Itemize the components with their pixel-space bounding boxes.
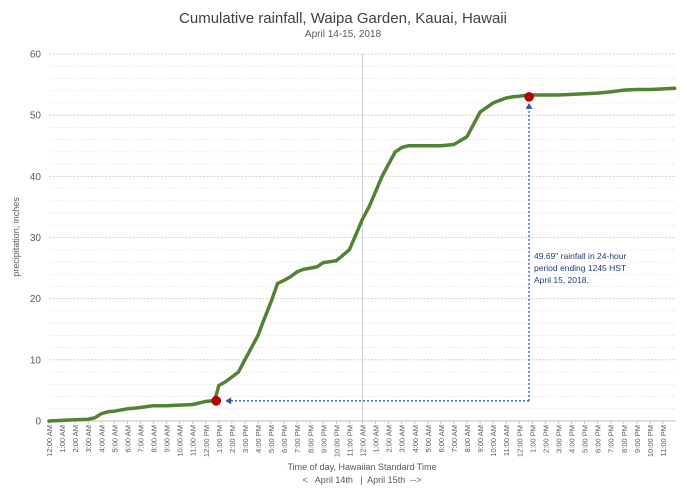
data-point-marker	[211, 396, 221, 406]
x-tick-label: 4:00 PM	[568, 425, 577, 453]
x-tick-label: 7:00 PM	[293, 425, 302, 453]
y-tick-labels: 0 10 20 30 40 50 60	[30, 50, 42, 428]
x-tick-label: 12:00 AM	[45, 425, 54, 457]
x-tick-label: 10:00 AM	[176, 425, 185, 457]
x-tick-label: 3:00 PM	[241, 425, 250, 453]
x-tick-labels: 12:00 AM 1:00 AM 2:00 AM 3:00 AM 4:00 AM 5:00…	[45, 421, 668, 457]
x-tick-label: 1:00 AM	[372, 425, 381, 453]
y-tick-label: 30	[30, 233, 42, 244]
x-tick-label: 9:00 PM	[633, 425, 642, 453]
x-tick-label: 10:00 AM	[489, 425, 498, 457]
x-tick-label: 1:00 PM	[215, 425, 224, 453]
gridlines	[49, 53, 676, 421]
annotation-line-2: period ending 1245 HST	[534, 263, 626, 273]
x-tick-label: 12:00 PM	[202, 425, 211, 457]
data-point-marker	[524, 92, 534, 102]
x-tick-label: 1:00 PM	[528, 425, 537, 453]
x-tick-label: 6:00 PM	[280, 425, 289, 453]
x-tick-label: 8:00 AM	[463, 425, 472, 453]
x-tick-label: 7:00 AM	[450, 425, 459, 453]
y-axis-label: precipitation, inches	[11, 197, 21, 277]
x-tick-label: 9:00 PM	[319, 425, 328, 453]
x-tick-label: 12:00 AM	[359, 425, 368, 457]
x-tick-label: 2:00 AM	[71, 425, 80, 453]
x-tick-label: 6:00 PM	[594, 425, 603, 453]
chart-title: Cumulative rainfall, Waipa Garden, Kauai…	[179, 10, 507, 27]
x-tick-label: 11:00 AM	[502, 425, 511, 456]
x-tick-label: 3:00 PM	[554, 425, 563, 453]
annotation-arrows	[225, 102, 533, 405]
y-tick-label: 0	[35, 417, 41, 428]
x-tick-label: 12:00 PM	[515, 425, 524, 457]
y-tick-label: 10	[30, 355, 42, 366]
x-tick-label: 5:00 PM	[267, 425, 276, 453]
x-tick-label: 4:00 PM	[254, 425, 263, 453]
x-tick-label: 10:00 PM	[332, 425, 341, 457]
x-tick-label: 3:00 AM	[398, 425, 407, 453]
y-tick-label: 50	[30, 111, 42, 122]
x-tick-label: 2:00 PM	[228, 425, 237, 453]
x-tick-label: 4:00 AM	[97, 425, 106, 453]
x-tick-label: 11:00 PM	[345, 425, 354, 457]
x-tick-label: 4:00 AM	[411, 425, 420, 453]
x-tick-label: 9:00 AM	[163, 425, 172, 453]
x-tick-label: 7:00 PM	[607, 425, 616, 453]
x-tick-label: 2:00 PM	[541, 425, 550, 453]
x-tick-label: 5:00 AM	[424, 425, 433, 453]
x-tick-label: 11:00 AM	[189, 425, 198, 456]
x-tick-label: 9:00 AM	[476, 425, 485, 453]
x-tick-label: 10:00 PM	[646, 425, 655, 457]
x-tick-label: 8:00 AM	[150, 425, 159, 453]
x-axis-sublabel: < April 14th | April 15th -->	[303, 475, 422, 485]
y-tick-label: 20	[30, 294, 42, 305]
x-tick-label: 11:00 PM	[659, 425, 668, 457]
x-tick-label: 5:00 AM	[110, 425, 119, 453]
x-tick-label: 1:00 AM	[58, 425, 67, 453]
x-tick-label: 6:00 AM	[437, 425, 446, 453]
x-tick-label: 3:00 AM	[84, 425, 93, 453]
x-tick-label: 6:00 AM	[123, 425, 132, 453]
x-tick-label: 7:00 AM	[136, 425, 145, 453]
horizontal-arrowhead	[225, 397, 232, 405]
x-tick-label: 2:00 AM	[385, 425, 394, 453]
data-markers	[211, 92, 534, 406]
chart-subtitle: April 14-15, 2018	[305, 29, 382, 40]
annotation-line-3: April 15, 2018.	[534, 275, 589, 285]
x-tick-label: 5:00 PM	[581, 425, 590, 453]
y-tick-label: 60	[30, 50, 42, 61]
x-tick-label: 8:00 PM	[620, 425, 629, 453]
y-tick-label: 40	[30, 172, 42, 183]
x-tick-label: 8:00 PM	[306, 425, 315, 453]
x-axis-label: Time of day, Hawaiian Standard Time	[287, 462, 436, 472]
annotation-line-1: 49.69" rainfall in 24-hour	[534, 251, 626, 261]
vertical-arrowhead	[525, 102, 533, 109]
